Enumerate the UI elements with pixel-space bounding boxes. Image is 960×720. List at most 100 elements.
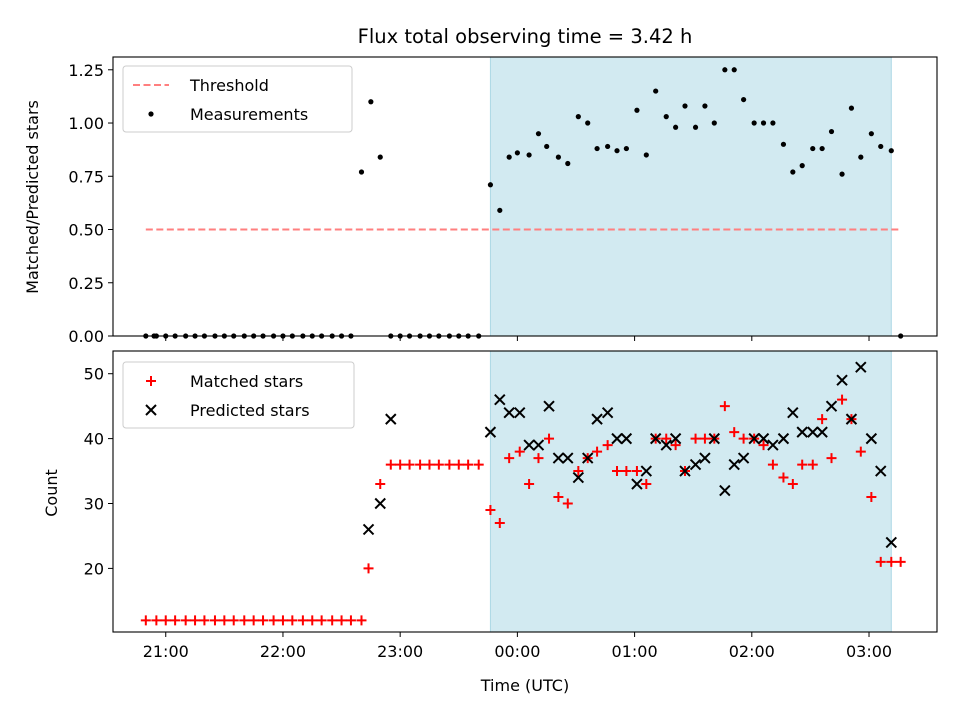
legend-label: Measurements [190,105,308,124]
predicted-star-point [748,432,760,445]
predicted-star-point [660,439,672,451]
matched-star-point [297,615,308,626]
measurement-point [741,96,747,103]
matched-star-point [258,615,269,626]
matched-star-point [485,504,496,515]
measurement-point [623,145,629,152]
predicted-star-point [591,413,603,425]
matched-star-point [719,401,730,412]
matched-star-point [612,466,623,477]
y-tick-label: 40 [84,430,104,449]
measurement-point [555,154,562,160]
matched-star-point [473,459,484,470]
predicted-star-point [374,497,386,510]
x-tick-label: 21:00 [143,642,189,661]
legend-box [122,65,353,133]
matched-star-point [797,459,808,470]
chart-title: Flux total observing time = 3.42 h [358,25,693,48]
matched-star-point [363,563,374,574]
matched-star-point [151,615,162,626]
predicted-star-point [719,484,731,497]
measurement-point [839,171,845,177]
y-tick-label: 30 [84,495,104,514]
matched-star-point [336,615,347,626]
legend-matched-swatch [146,376,156,386]
matched-star-point [562,498,573,509]
matched-star-point [219,615,230,626]
x-tick-label: 02:00 [729,642,775,661]
measurement-point [634,107,640,113]
matched-star-point [621,466,632,477]
predicted-star-point [669,432,682,445]
matched-star-point [356,615,367,626]
predicted-star-point [582,452,594,464]
matched-star-point [631,466,642,477]
measurement-point [878,143,884,150]
bottom-y-axis-label: Count [42,469,61,517]
matched-star-point [895,556,906,567]
predicted-star-point [689,458,702,471]
measurement-point [810,145,816,152]
matched-star-point [553,492,564,503]
matched-star-point [533,453,544,464]
matched-star-point [494,517,505,528]
top-x-ticks [165,336,870,341]
matched-star-point [268,615,279,626]
bottom-axes-frame [112,350,938,633]
measurement-point [799,163,805,169]
x-tick-label: 00:00 [494,642,540,661]
matched-star-point [316,615,327,626]
matched-star-point [307,615,318,626]
bottom-x-axis: 21:00 22:00 23:00 00:00 01:00 02:00 03:00 [143,632,892,661]
measurement-point [643,152,649,158]
predicted-star-point [787,406,799,419]
matched-star-point [573,466,584,477]
legend-label: Matched stars [190,372,303,391]
predicted-star-point [737,452,750,464]
predicted-star-point [640,465,653,477]
predicted-star-point [543,400,555,412]
predicted-star-point [679,465,691,477]
measurement-point [368,99,374,105]
measurement-point [711,120,717,126]
matched-stars-series [140,394,906,626]
matched-star-point [778,472,789,483]
measurement-point [544,143,550,150]
matched-star-point [395,459,406,470]
matched-star-point [699,433,710,444]
y-tick-label: 50 [84,365,104,384]
measurement-point [506,154,512,160]
measurement-point [858,154,864,160]
matched-star-point [345,615,356,626]
matched-star-point [767,459,778,470]
matched-star-point [866,492,877,503]
matched-star-point [758,440,769,451]
top-y-axis-label: Matched/Predicted stars [23,100,42,294]
measurement-point [828,128,835,135]
measurement-point [868,131,874,137]
top-axes-frame [112,56,938,337]
measurement-point [663,114,669,120]
y-tick-label: 1.00 [68,114,104,133]
matched-star-point [602,440,613,451]
matched-star-point [787,479,798,490]
predicted-star-point [777,432,790,445]
matched-star-point [817,414,828,425]
predicted-star-point [816,426,828,438]
measurement-point [526,152,532,158]
predicted-star-point [562,452,574,464]
measurement-point [487,182,494,188]
legend-label: Threshold [189,76,269,95]
matched-star-point [592,446,603,457]
matched-star-point [424,459,435,470]
predicted-star-point [484,426,497,438]
matched-star-point [375,479,386,490]
matched-star-point [738,433,749,444]
top-y-axis: 0.00 0.25 0.50 0.75 1.00 1.25 [68,61,113,346]
predicted-star-point [885,536,897,549]
predicted-star-point [767,439,779,451]
measurement-point [594,145,600,152]
predicted-star-point [532,439,545,451]
measurement-point [575,114,581,120]
